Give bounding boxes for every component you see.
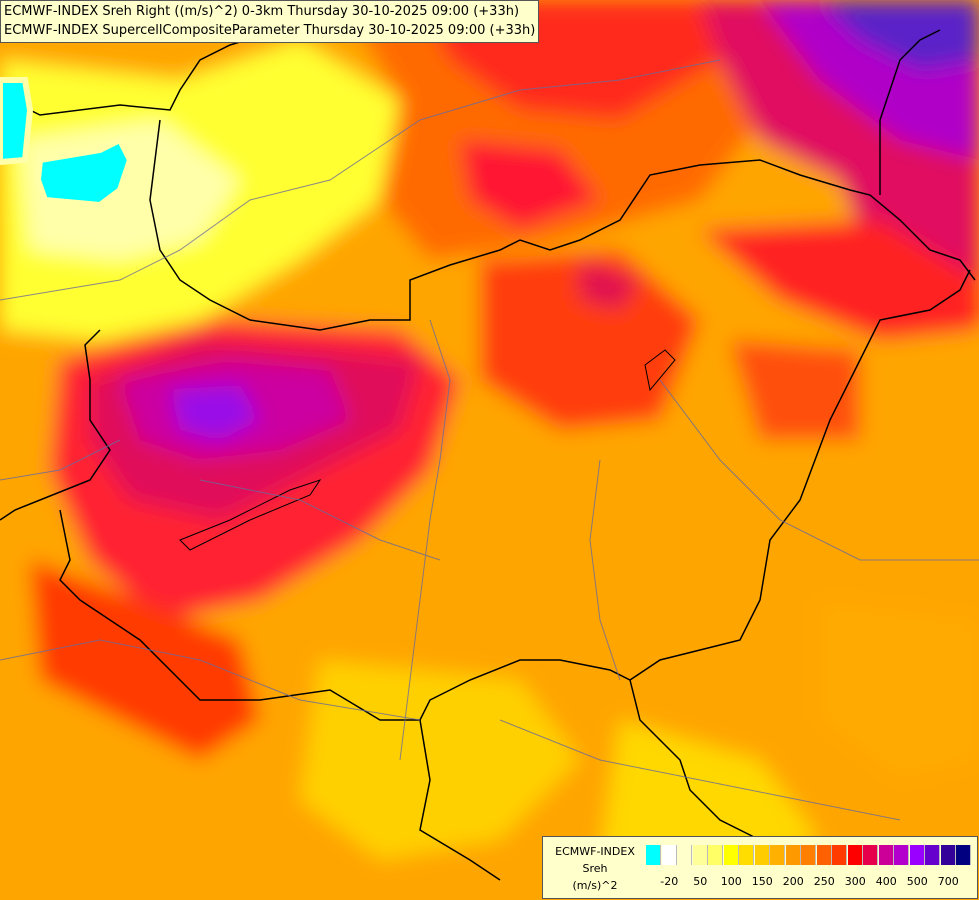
legend-tick-label: 200 — [782, 875, 804, 888]
lakes — [179, 349, 676, 551]
cyan-patch — [0, 77, 34, 166]
borders — [0, 19, 976, 881]
legend-tick-label: 500 — [906, 875, 928, 888]
legend-swatch — [661, 845, 677, 865]
legend-swatch — [708, 845, 723, 865]
legend-swatch — [863, 845, 878, 865]
legend-swatch — [847, 845, 863, 865]
title-line-sreh: ECMWF-INDEX Sreh Right ((m/s)^2) 0-3km T… — [4, 4, 520, 19]
legend-swatch — [925, 845, 940, 865]
legend-swatch — [894, 845, 909, 865]
legend-swatch — [739, 845, 754, 865]
legend-variable: Sreh — [582, 862, 608, 875]
rivers — [0, 59, 979, 821]
legend-swatch — [754, 845, 770, 865]
legend-tick-label: -20 — [660, 875, 679, 888]
legend-swatch — [692, 845, 708, 865]
legend-tick-label: 250 — [813, 875, 835, 888]
legend-unit: (m/s)^2 — [572, 879, 618, 892]
legend-tick-label: 700 — [937, 875, 959, 888]
legend-swatch — [816, 845, 832, 865]
color-legend: ECMWF-INDEX Sreh (m/s)^2 -20 50 100 150 200 2… — [542, 836, 978, 899]
map-title-box: ECMWF-INDEX Sreh Right ((m/s)^2) 0-3km T… — [0, 0, 540, 43]
legend-tick-label: 300 — [844, 875, 866, 888]
legend-swatch — [770, 845, 785, 865]
legend-swatch — [646, 845, 661, 865]
cyan-patch — [34, 135, 134, 209]
legend-tick-label: 100 — [720, 875, 742, 888]
legend-swatch — [677, 845, 692, 865]
legend-tick-label: 50 — [693, 875, 708, 888]
legend-swatch — [785, 845, 801, 865]
legend-swatch — [801, 845, 816, 865]
legend-title: ECMWF-INDEX — [555, 845, 635, 858]
legend-swatch — [940, 845, 956, 865]
legend-tick-label: 150 — [751, 875, 773, 888]
legend-swatch — [909, 845, 925, 865]
title-line-scp: ECMWF-INDEX SupercellCompositeParameter … — [4, 23, 536, 38]
legend-swatch — [832, 845, 847, 865]
legend-tick-label: 400 — [875, 875, 897, 888]
legend-swatch — [956, 845, 971, 865]
legend-swatch — [878, 845, 894, 865]
legend-swatch — [723, 845, 739, 865]
